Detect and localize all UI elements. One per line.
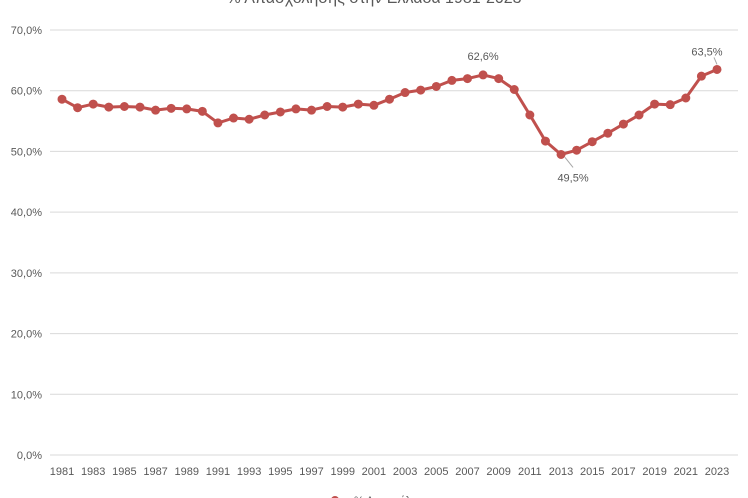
x-tick-label: 2005 — [424, 466, 448, 478]
data-point — [166, 103, 176, 113]
data-point — [229, 113, 239, 123]
data-point — [712, 64, 722, 74]
data-label-leader — [713, 57, 718, 65]
data-label: 63,5% — [691, 46, 722, 58]
x-tick-label: 2021 — [674, 466, 698, 478]
data-point — [73, 103, 83, 113]
data-point — [182, 104, 192, 114]
y-tick-label: 30,0% — [11, 268, 42, 280]
x-tick-label: 1987 — [143, 466, 167, 478]
x-tick-label: 1989 — [175, 466, 199, 478]
data-point — [213, 118, 223, 128]
data-point — [494, 74, 504, 84]
x-tick-label: 1997 — [299, 466, 323, 478]
x-tick-label: 2007 — [455, 466, 479, 478]
x-tick-label: 1981 — [50, 466, 74, 478]
chart-title: % Απασχόλησης στην Ελλάδα 1981-2023 — [0, 0, 748, 8]
data-point — [556, 149, 566, 159]
x-tick-label: 2011 — [518, 466, 542, 478]
data-point — [400, 88, 410, 98]
data-point — [88, 99, 98, 109]
data-point — [291, 104, 301, 114]
data-point — [369, 100, 379, 110]
data-label: 49,5% — [557, 172, 588, 184]
data-point — [307, 105, 317, 115]
y-tick-label: 40,0% — [11, 207, 42, 219]
x-tick-label: 2015 — [580, 466, 604, 478]
data-point — [385, 94, 394, 104]
data-point — [572, 145, 582, 155]
data-point — [587, 137, 597, 147]
data-point — [696, 71, 706, 81]
x-tick-label: 1983 — [81, 466, 105, 478]
data-point — [478, 70, 488, 80]
x-tick-label: 1991 — [206, 466, 230, 478]
y-tick-label: 70,0% — [11, 25, 42, 37]
data-label-leader — [564, 157, 574, 168]
data-point — [57, 94, 67, 104]
x-tick-label: 2001 — [362, 466, 386, 478]
x-tick-label: 2013 — [549, 466, 573, 478]
series-line — [61, 68, 718, 156]
x-tick-label: 1999 — [330, 466, 354, 478]
legend-label: % Απασχόλησης — [354, 495, 435, 498]
x-tick-label: 2009 — [486, 466, 510, 478]
data-point — [151, 105, 161, 115]
y-tick-label: 20,0% — [11, 329, 42, 341]
data-point — [618, 119, 628, 129]
data-point — [353, 99, 363, 109]
data-point — [540, 136, 550, 146]
y-tick-label: 50,0% — [11, 146, 42, 158]
data-point — [525, 110, 535, 120]
data-point — [260, 110, 270, 120]
data-point — [431, 81, 441, 91]
x-tick-label: 1985 — [112, 466, 136, 478]
data-point — [509, 85, 519, 94]
data-point — [322, 102, 332, 111]
y-tick-label: 60,0% — [11, 86, 42, 98]
data-point — [135, 102, 145, 112]
x-tick-label: 2017 — [611, 466, 635, 478]
y-tick-label: 10,0% — [11, 389, 42, 401]
data-point — [104, 102, 114, 112]
data-point — [197, 106, 207, 116]
data-point — [681, 93, 691, 103]
x-tick-label: 1995 — [268, 466, 292, 478]
x-tick-label: 2023 — [705, 466, 729, 478]
y-tick-label: 0,0% — [17, 450, 42, 462]
data-point — [338, 102, 348, 112]
data-point — [650, 99, 660, 109]
data-label: 62,6% — [467, 51, 498, 63]
data-point — [447, 75, 457, 85]
x-tick-label: 2003 — [393, 466, 417, 478]
data-point — [634, 110, 644, 120]
data-point — [275, 107, 285, 117]
x-tick-label: 1993 — [237, 466, 261, 478]
data-point — [665, 100, 675, 110]
x-tick-label: 2019 — [642, 466, 666, 478]
data-point — [603, 128, 613, 138]
data-point — [244, 114, 254, 124]
data-point — [416, 85, 426, 95]
data-point — [119, 102, 129, 111]
data-point — [462, 74, 472, 84]
